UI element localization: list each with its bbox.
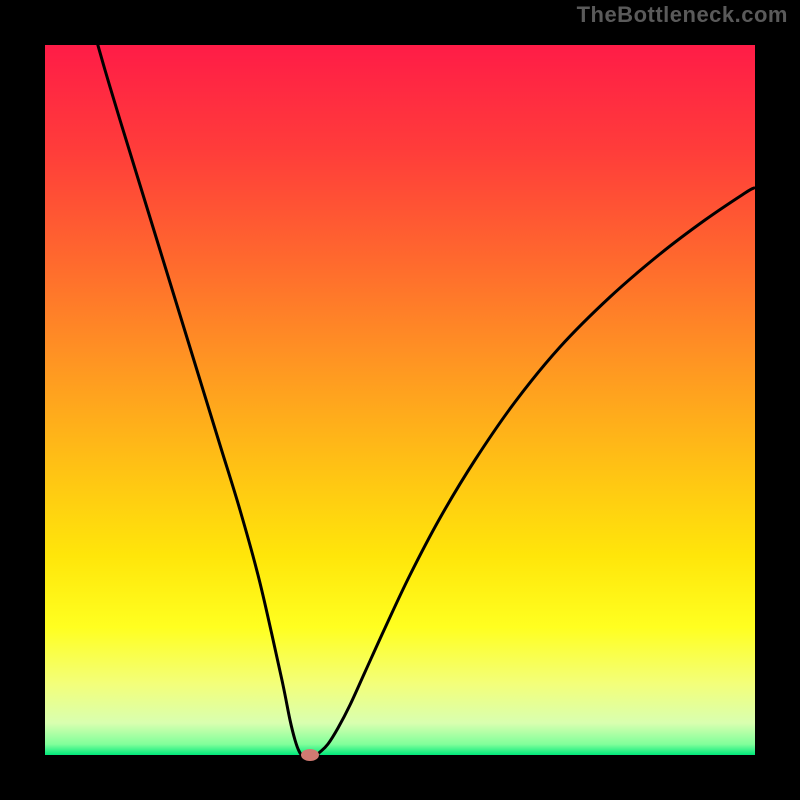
minimum-marker	[301, 749, 319, 761]
gradient-plot-area	[45, 45, 755, 755]
watermark-text: TheBottleneck.com	[577, 2, 788, 28]
